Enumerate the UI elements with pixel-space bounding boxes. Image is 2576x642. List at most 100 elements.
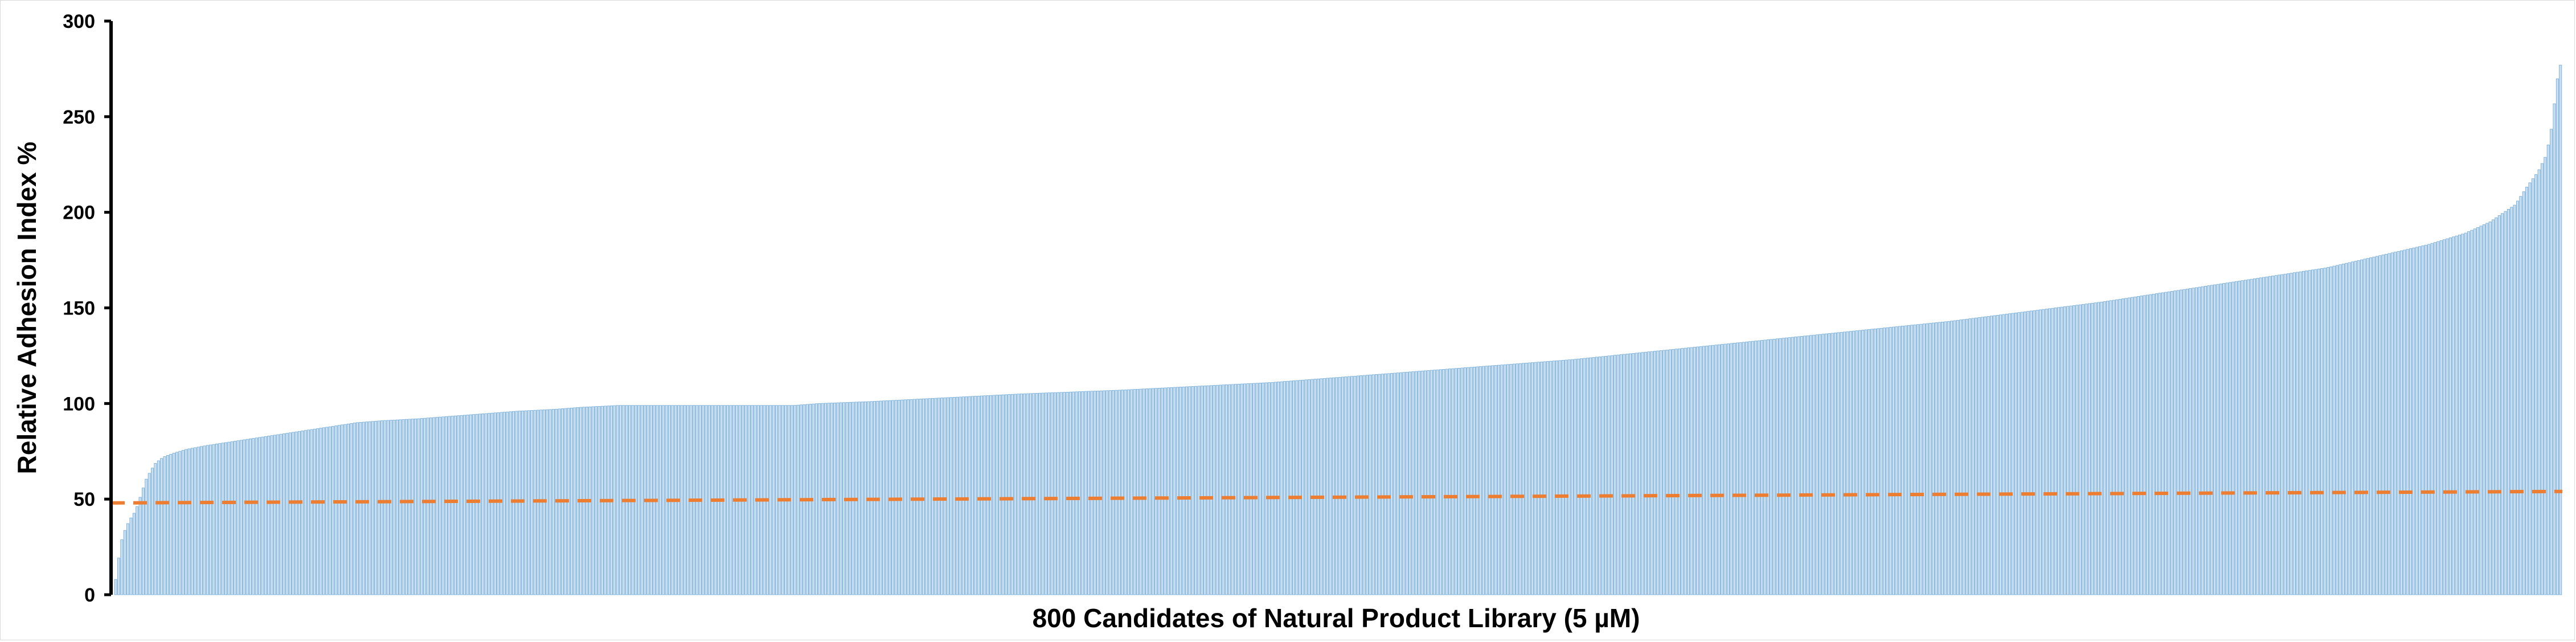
bar	[285, 433, 289, 595]
bar	[2308, 270, 2311, 595]
bar	[1999, 314, 2002, 595]
bar	[912, 399, 916, 595]
bar	[282, 433, 286, 595]
bar	[1583, 358, 1586, 595]
bar	[1864, 329, 1868, 595]
bar	[1075, 391, 1078, 595]
bar	[432, 417, 436, 595]
bar	[959, 396, 962, 595]
bar	[1516, 363, 1519, 595]
bar	[181, 450, 185, 595]
bar	[2084, 304, 2088, 595]
y-tick-label: 250	[63, 107, 95, 128]
bar	[900, 399, 904, 595]
bar	[1632, 353, 1635, 595]
bar	[466, 415, 469, 595]
bar	[2069, 305, 2073, 595]
bar	[2430, 243, 2434, 595]
bar	[1815, 334, 1819, 595]
bar	[573, 407, 576, 595]
bar	[1246, 383, 1250, 595]
bar	[1262, 382, 1265, 595]
bar	[1356, 375, 1359, 595]
bar	[2045, 309, 2048, 595]
bar	[1350, 376, 1354, 595]
bar	[1659, 350, 1662, 595]
bar	[1215, 385, 1219, 595]
bar	[1662, 350, 1666, 595]
bar	[1381, 374, 1384, 595]
bar	[637, 405, 641, 595]
bar	[1405, 371, 1408, 595]
bar	[457, 415, 460, 595]
bar	[2091, 302, 2094, 595]
bar	[301, 431, 304, 595]
bar	[2082, 304, 2085, 595]
bar	[1371, 374, 1375, 595]
bar	[120, 539, 124, 595]
bar	[1672, 349, 1675, 595]
bar	[1485, 366, 1488, 595]
bar	[530, 410, 534, 595]
bar	[1763, 340, 1767, 595]
bar	[1540, 361, 1543, 595]
bar	[2192, 288, 2195, 595]
bar	[1959, 320, 1963, 595]
bar	[751, 405, 754, 595]
bar	[1255, 383, 1259, 595]
bar	[1595, 357, 1598, 595]
bar	[2341, 264, 2345, 595]
bar	[2271, 276, 2275, 595]
bar	[316, 428, 320, 595]
bar	[1696, 346, 1699, 595]
y-tick-label: 150	[63, 298, 95, 320]
bar	[1601, 356, 1604, 595]
bar	[1268, 382, 1271, 595]
bar	[1482, 366, 1485, 595]
bar	[949, 397, 953, 595]
bar	[2121, 298, 2124, 595]
bar	[1430, 370, 1433, 595]
bar	[1784, 337, 1788, 595]
bar	[2180, 289, 2183, 595]
bar	[362, 422, 365, 595]
bar	[1950, 321, 1953, 595]
bar	[2204, 286, 2208, 595]
bar	[1176, 387, 1179, 595]
bar	[420, 418, 423, 595]
bar	[907, 399, 910, 595]
bar	[414, 418, 417, 595]
bar	[1506, 364, 1510, 595]
bar	[2384, 253, 2387, 595]
bar	[2145, 295, 2149, 595]
bar	[1237, 383, 1240, 595]
bar	[2256, 278, 2259, 595]
bar	[1005, 394, 1008, 595]
bar	[2213, 284, 2217, 595]
bar	[2133, 296, 2137, 595]
bar	[2339, 264, 2342, 595]
bar	[1375, 374, 1378, 595]
y-tick-label: 0	[84, 584, 95, 606]
bar	[2421, 246, 2425, 595]
bar	[836, 402, 839, 595]
bar	[1824, 333, 1828, 595]
bar	[1010, 394, 1014, 595]
bar	[705, 405, 708, 595]
bar	[1916, 324, 1919, 595]
bar	[1913, 324, 1916, 595]
bar	[2372, 256, 2376, 595]
bar	[472, 414, 476, 595]
bar	[1378, 374, 1381, 595]
bar	[570, 407, 574, 595]
bar	[1035, 393, 1038, 595]
bar	[1503, 364, 1506, 595]
bar	[1570, 359, 1574, 595]
bar	[148, 473, 151, 595]
bar	[1892, 326, 1895, 595]
bar	[1546, 361, 1549, 595]
bar	[1699, 346, 1702, 595]
bar	[2170, 291, 2173, 595]
bar	[307, 430, 310, 595]
